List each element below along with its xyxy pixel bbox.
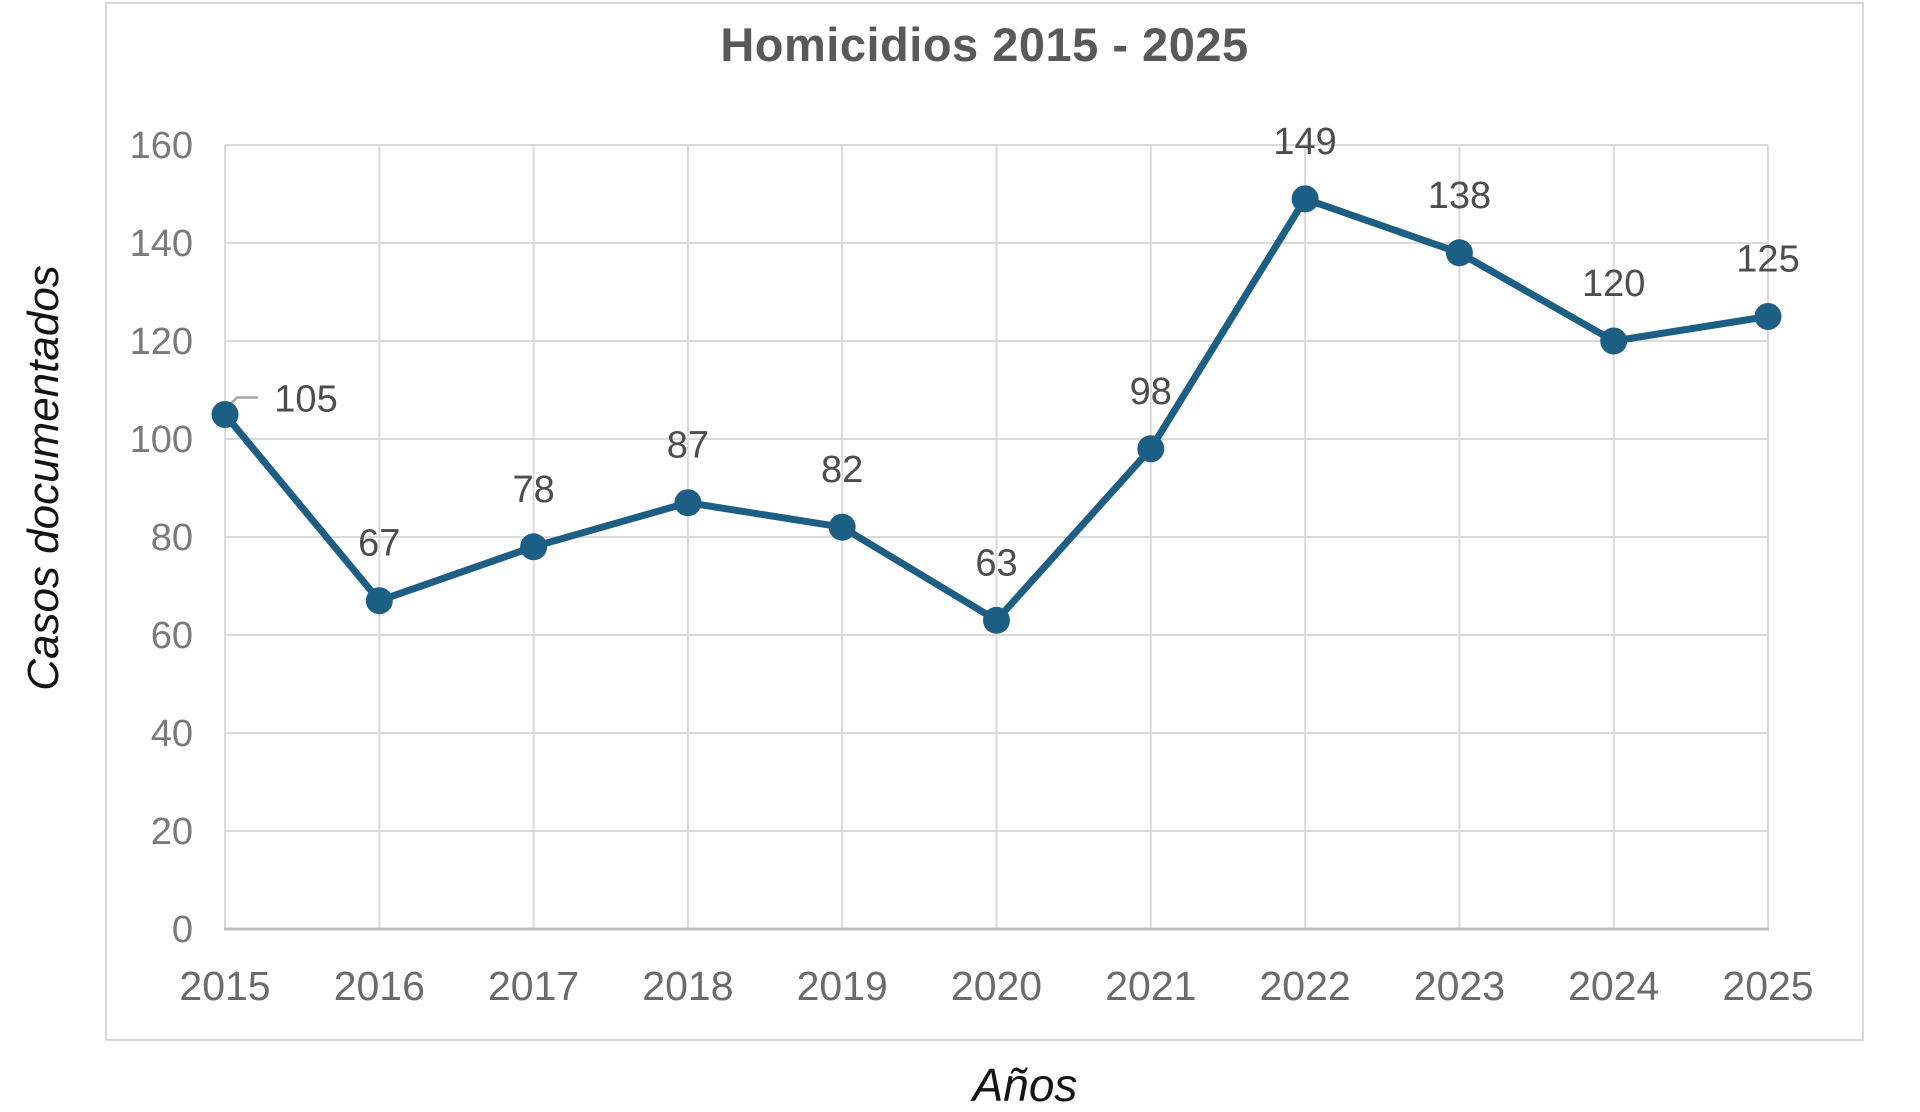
y-tick-label: 120 xyxy=(130,321,193,363)
data-point-marker xyxy=(1445,239,1473,267)
data-point-marker xyxy=(1600,327,1628,355)
y-tick-label: 40 xyxy=(151,713,193,755)
data-label: 138 xyxy=(1428,175,1491,217)
x-tick-label: 2024 xyxy=(1568,963,1659,1009)
data-point-marker xyxy=(365,587,393,615)
data-label: 67 xyxy=(358,523,400,565)
y-tick-label: 160 xyxy=(130,125,193,167)
x-tick-label: 2019 xyxy=(797,963,888,1009)
y-tick-label: 20 xyxy=(151,811,193,853)
x-tick-label: 2022 xyxy=(1259,963,1350,1009)
x-tick-label: 2017 xyxy=(488,963,579,1009)
x-tick-label: 2016 xyxy=(334,963,425,1009)
data-label: 125 xyxy=(1736,239,1799,281)
data-point-marker xyxy=(1291,185,1319,213)
data-label: 87 xyxy=(667,425,709,467)
data-point-marker xyxy=(520,533,548,561)
plot-area: 105 67 78 87 82 63 98 149 138 120 125 0 20 40 60 80 100 1… xyxy=(130,121,1814,1009)
y-axis-title-text: Casos documentados xyxy=(19,265,68,691)
x-axis-title-text: Años xyxy=(972,1059,1078,1111)
data-label: 149 xyxy=(1273,121,1336,163)
x-tick-label: 2020 xyxy=(951,963,1042,1009)
chart-container: 105 67 78 87 82 63 98 149 138 120 125 0 20 40 60 80 100 1… xyxy=(19,2,1864,1111)
x-tick-label: 2018 xyxy=(642,963,733,1009)
y-tick-label: 140 xyxy=(130,223,193,265)
x-tick-label: 2015 xyxy=(179,963,270,1009)
y-tick-label: 60 xyxy=(151,615,193,657)
data-point-marker xyxy=(1137,435,1165,463)
data-label: 78 xyxy=(512,469,554,511)
data-point-marker xyxy=(674,489,702,517)
y-tick-label: 0 xyxy=(172,909,193,951)
y-tick-label: 80 xyxy=(151,517,193,559)
data-label: 82 xyxy=(821,449,863,491)
chart-frame xyxy=(105,2,1864,1041)
x-tick-label: 2025 xyxy=(1722,963,1813,1009)
data-label: 98 xyxy=(1130,371,1172,413)
data-label: 120 xyxy=(1582,263,1645,305)
data-point-marker xyxy=(828,513,856,541)
y-tick-label: 100 xyxy=(130,419,193,461)
x-tick-label: 2021 xyxy=(1105,963,1196,1009)
chart-title: Homicidios 2015 - 2025 xyxy=(720,18,1249,71)
x-tick-label: 2023 xyxy=(1414,963,1505,1009)
data-point-marker xyxy=(983,606,1010,634)
data-label: 63 xyxy=(975,542,1017,584)
data-point-marker xyxy=(1754,303,1782,330)
data-point-marker xyxy=(211,401,239,428)
data-label: 105 xyxy=(274,379,337,421)
